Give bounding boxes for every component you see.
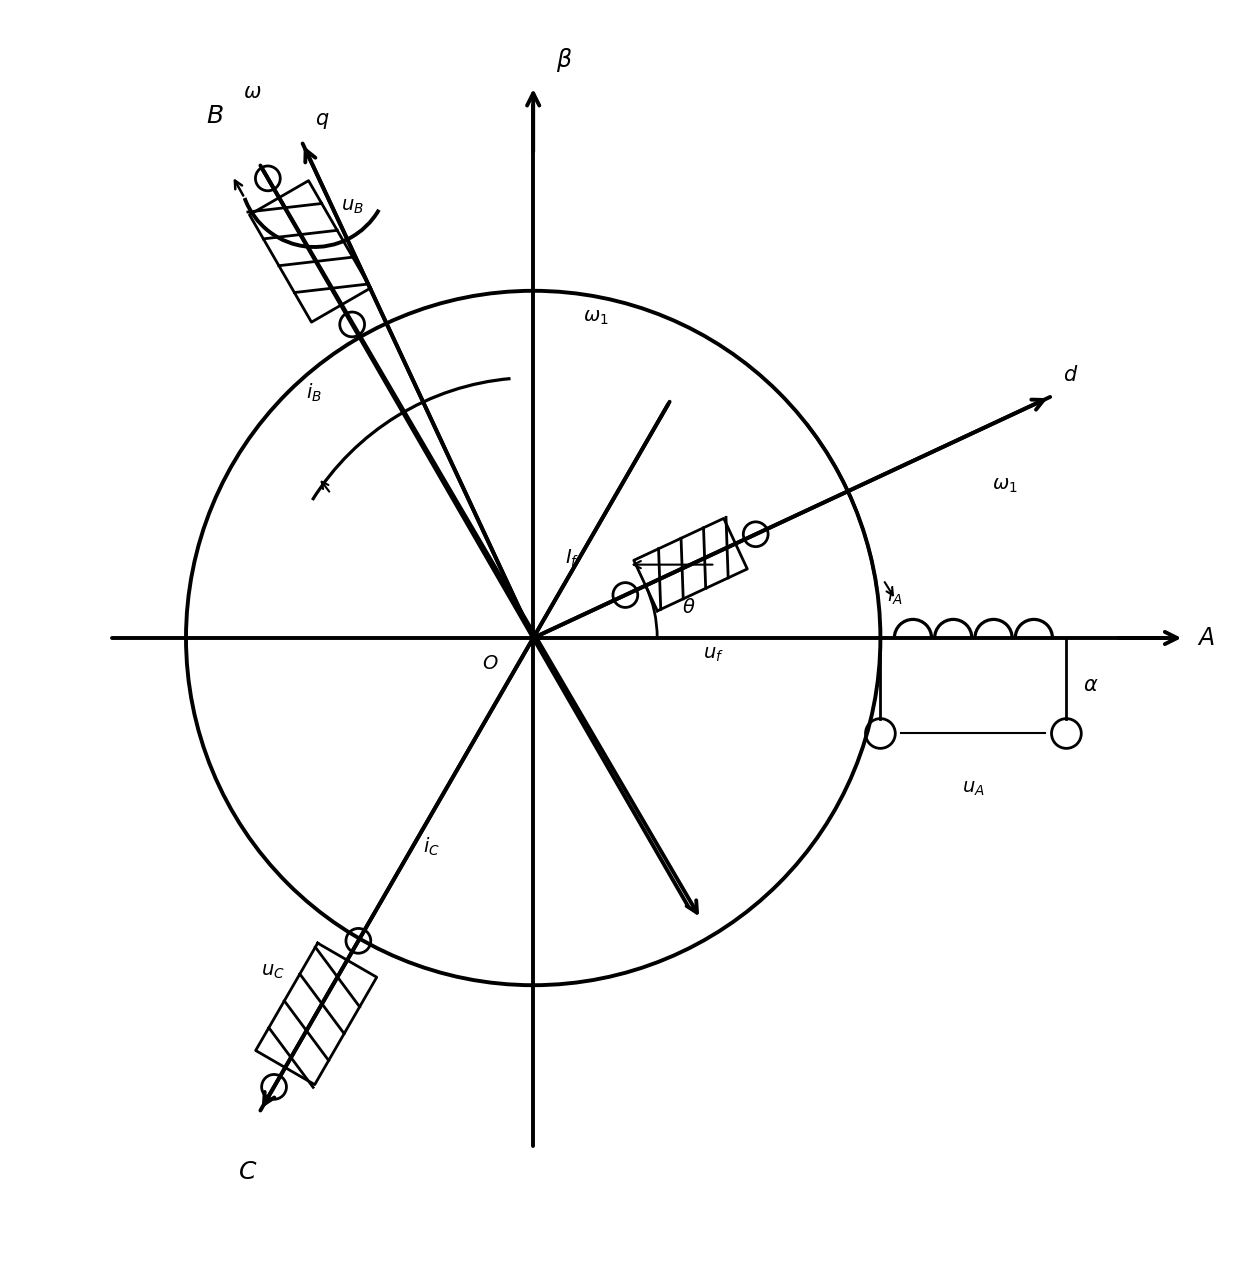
Text: $\alpha$: $\alpha$ — [1084, 675, 1099, 695]
Text: $O$: $O$ — [481, 655, 498, 672]
Text: $u_f$: $u_f$ — [703, 646, 724, 665]
Text: $\omega_1$: $\omega_1$ — [583, 308, 609, 327]
Text: $d$: $d$ — [1063, 365, 1078, 384]
Text: $u_C$: $u_C$ — [262, 962, 285, 981]
Text: $q$: $q$ — [315, 111, 330, 131]
Text: $u_B$: $u_B$ — [341, 198, 363, 217]
Text: $\omega$: $\omega$ — [243, 82, 262, 102]
Text: $i_A$: $i_A$ — [887, 584, 903, 607]
Text: $A$: $A$ — [1197, 627, 1214, 649]
Text: $C$: $C$ — [238, 1160, 258, 1184]
Text: $\beta$: $\beta$ — [556, 46, 572, 74]
Text: $\omega_1$: $\omega_1$ — [992, 476, 1018, 495]
Text: $\theta$: $\theta$ — [682, 598, 696, 618]
Text: $i_C$: $i_C$ — [423, 836, 440, 857]
Text: $u_A$: $u_A$ — [962, 780, 985, 799]
Text: $B$: $B$ — [206, 105, 223, 129]
Text: $i_B$: $i_B$ — [306, 382, 322, 403]
Text: $I_f$: $I_f$ — [564, 547, 579, 569]
